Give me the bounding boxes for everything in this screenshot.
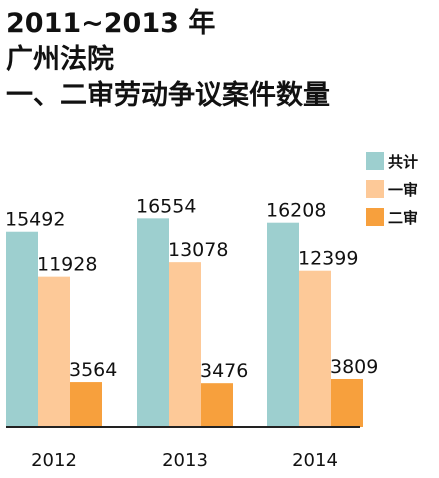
chart-title: 2011~2013 年 广州法院 一、二审劳动争议案件数量 bbox=[6, 6, 330, 114]
legend-swatch-first-instance bbox=[366, 180, 384, 198]
legend-item-second-instance: 二审 bbox=[366, 206, 418, 228]
data-label-2014-series-1: 12399 bbox=[298, 248, 358, 270]
bar-2012-series-2 bbox=[70, 382, 102, 427]
legend: 共计 一审 二审 bbox=[366, 150, 418, 234]
data-label-2013-series-0: 16554 bbox=[136, 195, 196, 217]
bar-2014-series-2 bbox=[331, 378, 363, 427]
x-tick-label-2013: 2013 bbox=[162, 450, 208, 471]
data-label-2014-series-2: 3809 bbox=[330, 356, 378, 378]
title-line-1: 2011~2013 年 bbox=[6, 8, 216, 39]
legend-swatch-total bbox=[366, 152, 384, 170]
legend-swatch-second-instance bbox=[366, 208, 384, 226]
legend-label-first-instance: 一审 bbox=[388, 180, 419, 199]
bar-2013-series-2 bbox=[201, 383, 233, 427]
bar-2012-series-0 bbox=[6, 231, 38, 427]
data-label-2012-series-1: 11928 bbox=[37, 254, 97, 276]
bar-2013-series-1 bbox=[169, 262, 201, 427]
bar-2013-series-0 bbox=[137, 218, 169, 427]
data-label-2012-series-2: 3564 bbox=[69, 359, 117, 381]
x-tick-label-2014: 2014 bbox=[292, 450, 338, 471]
bar-2012-series-1 bbox=[38, 276, 70, 427]
title-line-2: 广州法院 bbox=[6, 44, 114, 75]
legend-label-second-instance: 二审 bbox=[388, 208, 419, 227]
title-line-3: 一、二审劳动争议案件数量 bbox=[6, 80, 330, 111]
data-label-2013-series-1: 13078 bbox=[168, 239, 228, 261]
data-label-2014-series-0: 16208 bbox=[266, 200, 326, 222]
legend-item-first-instance: 一审 bbox=[366, 178, 418, 200]
x-tick-label-2012: 2012 bbox=[31, 450, 77, 471]
legend-item-total: 共计 bbox=[366, 150, 418, 172]
bar-2014-series-1 bbox=[299, 270, 331, 427]
data-label-2012-series-0: 15492 bbox=[5, 209, 65, 231]
legend-label-total: 共计 bbox=[388, 152, 419, 171]
data-label-2013-series-2: 3476 bbox=[200, 360, 248, 382]
bar-2014-series-0 bbox=[267, 222, 299, 427]
